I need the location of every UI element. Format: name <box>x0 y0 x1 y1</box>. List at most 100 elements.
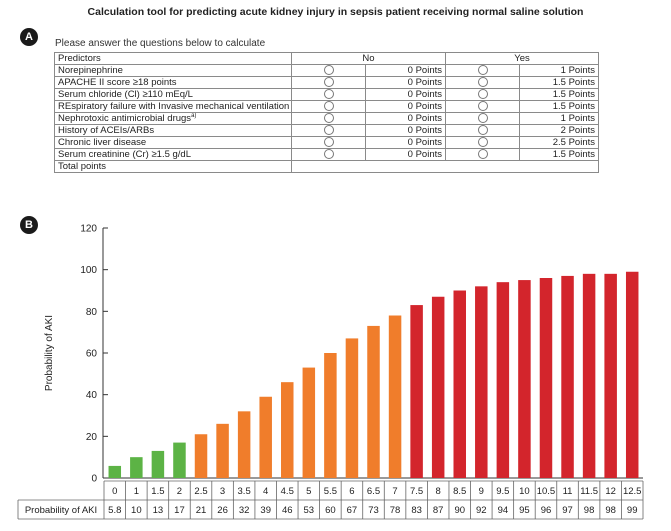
data-label: 5.8 <box>108 505 121 516</box>
x-tick-label: 11 <box>563 486 573 497</box>
data-label: 87 <box>433 505 444 516</box>
x-tick-label: 2 <box>177 486 182 497</box>
calc-instruction: Please answer the questions below to cal… <box>55 38 266 49</box>
y-tick-label: 60 <box>86 349 98 360</box>
bar <box>259 396 272 478</box>
bar <box>281 382 294 478</box>
yes-radio-button[interactable] <box>477 89 488 100</box>
x-tick-label: 2.5 <box>194 486 207 497</box>
x-tick-label: 1 <box>134 486 139 497</box>
y-tick-label: 80 <box>86 307 98 318</box>
bar <box>539 278 553 478</box>
table-row: Chronic liver disease 0 Points 2.5 Points <box>54 136 599 149</box>
bar <box>108 465 122 478</box>
table-row: Nephrotoxic antimicrobial drugsa) 0 Point… <box>54 112 599 125</box>
table-row: Serum chloride (Cl) ≥110 mEq/L 0 Points 1.… <box>54 88 599 101</box>
no-radio-button[interactable] <box>323 65 334 76</box>
x-tick-label: 3.5 <box>238 486 251 497</box>
yes-radio-button[interactable] <box>477 125 488 136</box>
data-label: 98 <box>584 505 595 516</box>
panel-b-badge: B <box>20 216 38 234</box>
table-row: Norepinephrine 0 Points 1 Points <box>54 64 599 77</box>
data-label: 67 <box>347 505 358 516</box>
x-tick-label: 8 <box>436 486 441 497</box>
data-label: 32 <box>239 505 250 516</box>
yes-radio-button[interactable] <box>477 149 488 160</box>
x-tick-label: 6.5 <box>367 486 380 497</box>
bar <box>604 273 617 478</box>
x-tick-label: 6 <box>349 486 354 497</box>
no-radio-button[interactable] <box>323 149 334 160</box>
bar <box>453 290 466 478</box>
y-tick-label: 100 <box>80 265 97 276</box>
x-tick-label: 5.5 <box>324 486 337 497</box>
total-points-value <box>291 160 599 173</box>
bar <box>345 338 359 478</box>
data-label: 92 <box>476 505 487 516</box>
total-points-label: Total points <box>54 160 292 173</box>
footnote-marker: a) <box>191 112 197 119</box>
no-radio-button[interactable] <box>323 137 334 148</box>
row-label: Probability of AKI <box>25 505 97 516</box>
x-tick-label: 12.5 <box>623 486 642 497</box>
x-tick-label: 4 <box>263 486 268 497</box>
data-label: 10 <box>131 505 142 516</box>
no-radio-button[interactable] <box>323 77 334 88</box>
bar <box>151 450 165 478</box>
data-label: 96 <box>541 505 552 516</box>
data-label: 39 <box>260 505 271 516</box>
data-label: 95 <box>519 505 530 516</box>
x-tick-label: 10.5 <box>537 486 556 497</box>
data-label: 94 <box>498 505 509 516</box>
no-radio-button[interactable] <box>323 89 334 100</box>
panel-a-badge: A <box>20 28 38 46</box>
yes-points: 1.5 Points <box>519 148 599 161</box>
table-row: REspiratory failure with Invasive mechan… <box>54 100 599 113</box>
yes-radio-button[interactable] <box>477 65 488 76</box>
bar <box>130 457 143 478</box>
bar <box>173 442 186 478</box>
bar <box>582 273 596 478</box>
data-label: 60 <box>325 505 336 516</box>
bar <box>237 411 251 478</box>
x-tick-label: 1.5 <box>151 486 164 497</box>
no-radio-button[interactable] <box>323 101 334 112</box>
data-label: 13 <box>153 505 164 516</box>
y-axis-title: Probability of AKI <box>44 315 55 391</box>
x-tick-label: 4.5 <box>281 486 294 497</box>
x-tick-label: 0 <box>112 486 117 497</box>
data-label: 46 <box>282 505 293 516</box>
data-label: 90 <box>454 505 465 516</box>
x-tick-label: 3 <box>220 486 225 497</box>
data-label: 17 <box>174 505 185 516</box>
yes-radio-button[interactable] <box>477 77 488 88</box>
no-radio-button[interactable] <box>323 125 334 136</box>
table-header-row: Predictors No Yes <box>54 52 599 65</box>
x-tick-label: 7 <box>392 486 397 497</box>
x-tick-label: 9 <box>479 486 484 497</box>
yes-radio-button[interactable] <box>477 101 488 112</box>
bar <box>194 434 208 478</box>
bar <box>216 423 229 478</box>
x-tick-label: 12 <box>605 486 616 497</box>
no-radio-button[interactable] <box>323 113 334 124</box>
y-tick-label: 120 <box>80 224 97 235</box>
bar <box>410 305 423 478</box>
x-tick-label: 9.5 <box>496 486 509 497</box>
bar <box>431 296 445 478</box>
x-tick-label: 7.5 <box>410 486 423 497</box>
bar <box>302 367 316 478</box>
bar <box>475 286 488 478</box>
yes-radio-button[interactable] <box>477 137 488 148</box>
bar <box>367 325 380 478</box>
yes-radio-button[interactable] <box>477 113 488 124</box>
bar <box>625 271 639 478</box>
x-tick-label: 11.5 <box>580 486 598 497</box>
bar <box>518 280 531 478</box>
data-label: 53 <box>304 505 315 516</box>
calculator-table: Predictors No Yes Norepinephrine 0 Points… <box>54 52 599 173</box>
bar <box>324 353 337 478</box>
data-label: 21 <box>196 505 207 516</box>
data-label: 26 <box>217 505 228 516</box>
